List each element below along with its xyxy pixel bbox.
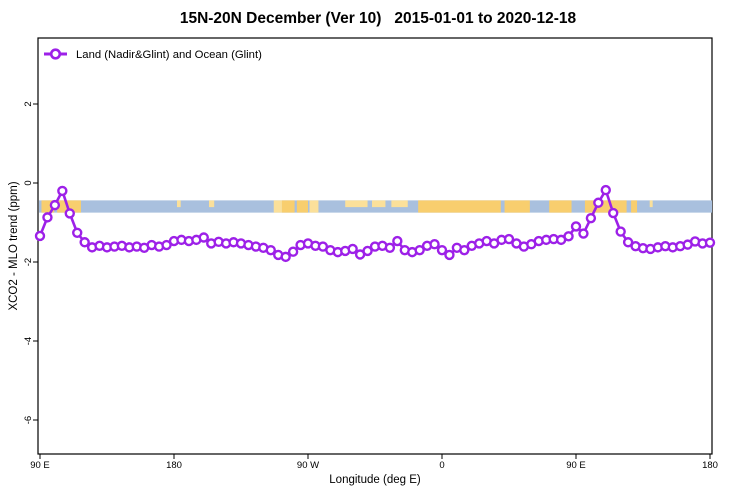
land-segment bbox=[57, 200, 81, 213]
data-point bbox=[72, 227, 83, 238]
chart-title: 15N-20N December (Ver 10) 2015-01-01 to … bbox=[180, 10, 577, 27]
data-point bbox=[287, 246, 299, 257]
y-axis-label: XCO2 - MLO trend (ppm) bbox=[8, 181, 20, 310]
land-segment bbox=[309, 200, 319, 213]
data-point bbox=[49, 199, 61, 211]
data-series bbox=[34, 184, 716, 263]
land-segment bbox=[372, 200, 386, 208]
x-tick-label: 180 bbox=[166, 460, 182, 471]
land-segment bbox=[631, 200, 638, 213]
x-tick-label: 180 bbox=[702, 460, 718, 471]
y-tick-label: -4 bbox=[23, 337, 34, 345]
land-segment bbox=[418, 200, 501, 213]
data-point bbox=[570, 221, 582, 232]
land-segment bbox=[176, 200, 181, 208]
x-tick-label: 90 E bbox=[566, 460, 586, 471]
data-point bbox=[563, 231, 574, 242]
y-tick-label: -2 bbox=[23, 258, 34, 266]
data-point bbox=[615, 226, 626, 237]
data-point bbox=[459, 244, 470, 256]
x-tick-label: 90 E bbox=[30, 460, 50, 471]
legend-open-circle-icon bbox=[49, 48, 62, 60]
data-point bbox=[444, 249, 455, 261]
data-point bbox=[42, 212, 53, 223]
land-segment bbox=[391, 200, 408, 208]
y-tick-label: 0 bbox=[23, 180, 34, 185]
data-point bbox=[503, 233, 515, 245]
data-point bbox=[704, 237, 716, 248]
data-point bbox=[622, 237, 634, 248]
data-point bbox=[608, 207, 619, 219]
land-segment bbox=[649, 200, 653, 208]
data-point bbox=[585, 212, 597, 224]
land-segment bbox=[296, 200, 308, 213]
data-point bbox=[64, 208, 75, 219]
data-point bbox=[593, 197, 604, 208]
data-point bbox=[34, 230, 46, 242]
land-segment bbox=[345, 200, 368, 208]
data-point bbox=[161, 239, 172, 251]
map-strip-band bbox=[39, 200, 712, 213]
land-segment bbox=[281, 200, 295, 213]
land-segment bbox=[273, 200, 282, 213]
data-point bbox=[57, 185, 68, 197]
legend-label: Land (Nadir&Glint) and Ocean (Glint) bbox=[76, 49, 262, 61]
data-point bbox=[392, 235, 403, 247]
axis-ticks: 90 E 180 90 W 0 90 E 180 2 0 -2 -4 -6 bbox=[23, 101, 718, 471]
data-point bbox=[362, 245, 373, 257]
data-point bbox=[436, 244, 448, 256]
data-point bbox=[79, 237, 90, 248]
data-point bbox=[429, 239, 440, 250]
data-point bbox=[265, 244, 276, 256]
x-tick-label: 90 W bbox=[297, 460, 319, 471]
land-segment bbox=[584, 200, 627, 213]
x-axis-label: Longitude (deg E) bbox=[329, 474, 421, 486]
land-segment bbox=[549, 200, 572, 213]
data-point bbox=[384, 242, 396, 253]
data-point bbox=[414, 244, 425, 256]
data-point bbox=[578, 228, 589, 239]
data-point bbox=[280, 251, 291, 263]
data-point bbox=[600, 184, 611, 196]
land-segment bbox=[208, 200, 215, 208]
legend: Land (Nadir&Glint) and Ocean (Glint) bbox=[44, 48, 262, 61]
y-tick-label: 2 bbox=[23, 101, 34, 106]
data-point bbox=[198, 232, 209, 243]
x-tick-label: 0 bbox=[439, 460, 444, 471]
land-segment bbox=[504, 200, 530, 213]
y-tick-label: -6 bbox=[23, 416, 34, 424]
data-point bbox=[347, 243, 358, 255]
